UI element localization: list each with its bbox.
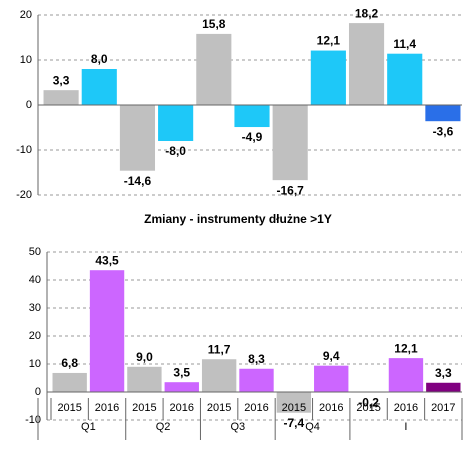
value-label: 43,5 <box>95 253 119 267</box>
value-label: 9,4 <box>323 349 340 363</box>
bar <box>388 358 424 392</box>
value-label: 3,5 <box>173 365 190 379</box>
bar <box>196 33 232 105</box>
bar <box>201 359 237 392</box>
group-label: Q4 <box>305 421 320 433</box>
x-tick-label: 2015 <box>282 402 306 414</box>
value-label: 8,3 <box>248 352 265 366</box>
value-label: 12,1 <box>394 341 418 355</box>
y-tick-label: 0 <box>35 386 41 398</box>
value-label: -7,4 <box>284 416 305 430</box>
x-tick-label: 2015 <box>132 402 156 414</box>
value-label: -16,7 <box>277 183 305 197</box>
x-tick-label: 2016 <box>170 402 194 414</box>
bar <box>158 105 194 141</box>
bar <box>310 50 346 105</box>
bar <box>387 53 423 105</box>
x-tick-label: 2016 <box>244 402 268 414</box>
value-label: 3,3 <box>435 366 452 380</box>
y-tick-label: 20 <box>29 330 41 342</box>
bar <box>348 23 385 106</box>
bar <box>127 366 162 392</box>
y-tick-label: 0 <box>26 99 32 111</box>
value-label: -3,6 <box>433 124 454 138</box>
y-tick-label: 40 <box>29 274 41 286</box>
value-label: -14,6 <box>124 174 152 188</box>
y-tick-label: -10 <box>25 414 41 426</box>
value-label: 18,2 <box>355 6 379 20</box>
value-label: 8,0 <box>91 52 108 66</box>
bar <box>425 105 461 122</box>
bar <box>43 90 79 105</box>
bar <box>164 382 199 392</box>
group-label: I <box>404 421 407 433</box>
y-tick-label: -10 <box>16 144 32 156</box>
bar <box>234 105 270 128</box>
y-tick-label: 50 <box>29 246 41 258</box>
bar <box>426 382 461 392</box>
bar <box>89 270 125 392</box>
value-label: 12,1 <box>317 34 341 48</box>
x-tick-label: 2016 <box>319 402 343 414</box>
value-label: 6,8 <box>61 356 78 370</box>
y-tick-label: 10 <box>20 54 32 66</box>
bar <box>239 368 274 392</box>
value-label: 9,0 <box>136 350 153 364</box>
bar <box>272 105 308 181</box>
group-label: Q2 <box>156 421 171 433</box>
value-label: -4,9 <box>242 130 263 144</box>
x-tick-label: 2017 <box>431 402 455 414</box>
chart-title: Zmiany - instrumenty dłużne >1Y <box>144 212 332 226</box>
bar <box>52 372 87 392</box>
value-label: 11,4 <box>393 37 416 51</box>
bar <box>119 105 156 171</box>
bar <box>314 365 349 392</box>
y-tick-label: 10 <box>29 358 41 370</box>
value-label: -8,0 <box>165 144 186 158</box>
x-tick-label: 2016 <box>95 402 119 414</box>
bar <box>81 69 117 105</box>
x-tick-label: 2015 <box>57 402 81 414</box>
x-tick-label: 2015 <box>207 402 231 414</box>
y-tick-label: 20 <box>20 9 32 21</box>
x-tick-label: 2016 <box>394 402 418 414</box>
y-tick-label: -20 <box>16 189 32 201</box>
bar <box>276 392 312 413</box>
value-label: 3,3 <box>53 73 70 87</box>
group-label: Q3 <box>230 421 245 433</box>
y-tick-label: 30 <box>29 302 41 314</box>
group-label: Q1 <box>81 421 96 433</box>
value-label: 15,8 <box>202 17 226 31</box>
value-label: 11,7 <box>208 342 231 356</box>
value-label: -0,2 <box>358 396 379 410</box>
x-tick-label: 2015 <box>356 402 380 414</box>
